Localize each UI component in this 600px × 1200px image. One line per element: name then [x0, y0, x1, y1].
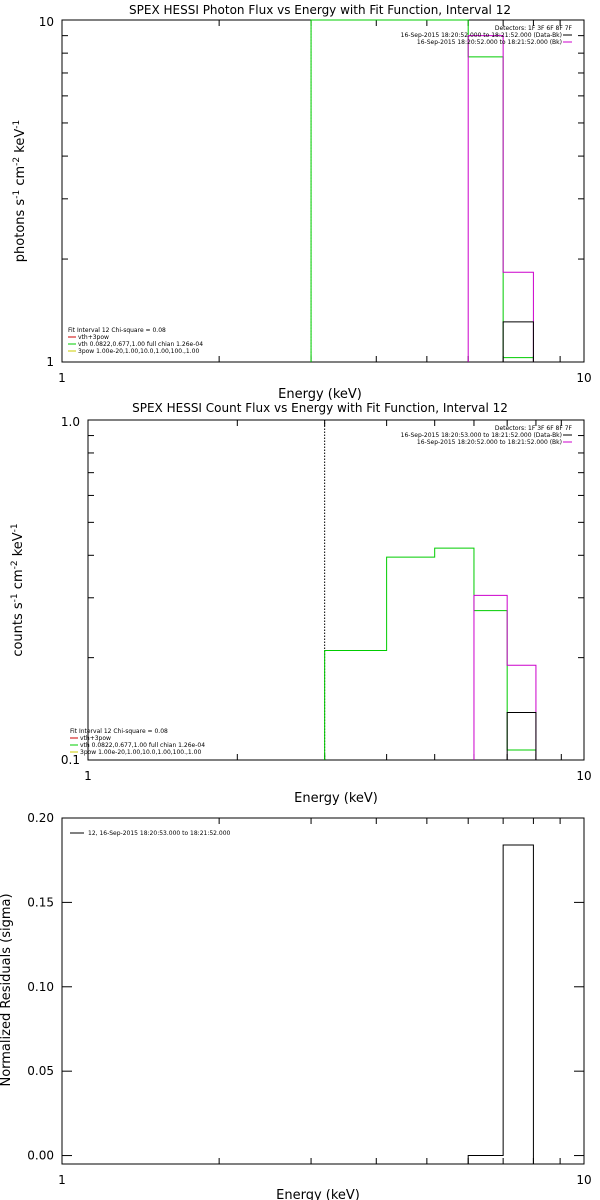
count-flux-x-axis-label: Energy (keV) — [294, 791, 378, 806]
residuals-y-tick-label: 0.20 — [27, 811, 54, 825]
histogram-series-line — [467, 35, 534, 362]
residuals-panel: 0.00 0.05 0.10 0.15 0.20 1 10 Energy (keV) N… — [0, 811, 592, 1200]
count-flux-histogram-lines — [324, 420, 537, 760]
photon-flux-x-tick-label: 10 — [576, 371, 591, 385]
histogram-series-line — [310, 19, 534, 362]
photon-flux-title: SPEX HESSI Photon Flux vs Energy with Fi… — [129, 3, 511, 17]
residuals-histogram-lines — [467, 844, 534, 1164]
count-flux-title: SPEX HESSI Count Flux vs Energy with Fit… — [132, 401, 508, 415]
photon-flux-y-tick-label: 10 — [39, 15, 54, 29]
count-flux-detector-label: Detectors: 1F 3F 6F 8F 7F — [495, 425, 573, 432]
count-flux-y-tick-label: 0.1 — [61, 753, 80, 767]
count-flux-fit-legend-entry: 3pow 1.00e-20,1.00,10.0,1.00,100.,1.00 — [80, 749, 201, 756]
residuals-plot-frame — [61, 817, 585, 1165]
residuals-ticks: 0.00 0.05 0.10 0.15 0.20 — [27, 811, 584, 1164]
count-flux-y-tick-label: 1.0 — [61, 415, 80, 429]
count-flux-panel: SPEX HESSI Count Flux vs Energy with Fit… — [10, 401, 592, 806]
photon-flux-fit-legend-title: Fit Interval 12 Chi-square = 0.08 — [68, 327, 166, 334]
histogram-series-line — [324, 547, 537, 760]
residuals-y-axis-label: Normalized Residuals (sigma) — [0, 893, 14, 1086]
count-flux-time-legend-entry: 16-Sep-2015 18:20:52.000 to 18:21:52.000… — [417, 439, 562, 446]
count-flux-y-axis-label: counts s-1 cm-2 keV-1 — [10, 523, 26, 656]
photon-flux-histogram-lines — [310, 19, 534, 362]
residuals-x-tick-label: 10 — [576, 1173, 591, 1187]
histogram-series-line — [502, 321, 534, 362]
count-flux-x-tick-label: 10 — [576, 769, 591, 783]
residuals-y-tick-label: 0.10 — [27, 980, 54, 994]
photon-flux-fit-legend-entry: vth+3pow — [78, 334, 109, 341]
photon-flux-minor-ticks — [62, 20, 584, 362]
photon-flux-x-axis-label: Energy (keV) — [278, 387, 362, 402]
residuals-y-tick-label: 0.15 — [27, 895, 54, 909]
count-flux-fit-legend-title: Fit Interval 12 Chi-square = 0.08 — [70, 728, 168, 735]
count-flux-x-tick-label: 1 — [84, 769, 92, 783]
photon-flux-fit-legend-entry: 3pow 1.00e-20,1.00,10.0,1.00,100.,1.00 — [78, 348, 199, 355]
histogram-series-line — [473, 594, 537, 760]
histogram-series-line — [467, 844, 534, 1164]
photon-flux-panel: SPEX HESSI Photon Flux vs Energy with Fi… — [12, 3, 592, 402]
count-flux-time-legend-entry: 16-Sep-2015 18:20:53.000 to 18:21:52.000… — [401, 432, 562, 439]
photon-flux-detector-label: Detectors: 1F 3F 6F 8F 7F — [495, 25, 573, 32]
residuals-y-tick-label: 0.05 — [27, 1064, 54, 1078]
count-flux-minor-ticks — [88, 420, 584, 760]
photon-flux-y-axis-label: photons s-1 cm-2 keV-1 — [12, 120, 28, 262]
photon-flux-time-legend-entry: 16-Sep-2015 18:20:52.000 to 18:21:52.000… — [401, 32, 562, 39]
residuals-x-tick-label: 1 — [58, 1173, 66, 1187]
photon-flux-y-tick-label: 1 — [46, 355, 54, 369]
photon-flux-plot-frame — [61, 19, 585, 363]
residuals-legend-entry: 12, 16-Sep-2015 18:20:53.000 to 18:21:52… — [88, 830, 231, 837]
count-flux-plot-frame — [87, 419, 585, 761]
histogram-series-line — [506, 711, 537, 760]
count-flux-fit-legend-entry: vth+3pow — [80, 735, 111, 742]
photon-flux-time-legend-entry: 16-Sep-2015 18:20:52.000 to 18:21:52.000… — [417, 39, 562, 46]
residuals-y-tick-label: 0.00 — [27, 1149, 54, 1163]
photon-flux-fit-legend-entry: vth 0.0822,0.677,1.00 full chian 1.26e-0… — [78, 341, 203, 348]
residuals-x-axis-label: Energy (keV) — [276, 1188, 360, 1200]
count-flux-fit-legend-entry: vth 0.0822,0.677,1.00 full chian 1.26e-0… — [80, 742, 205, 749]
photon-flux-x-tick-label: 1 — [58, 371, 66, 385]
